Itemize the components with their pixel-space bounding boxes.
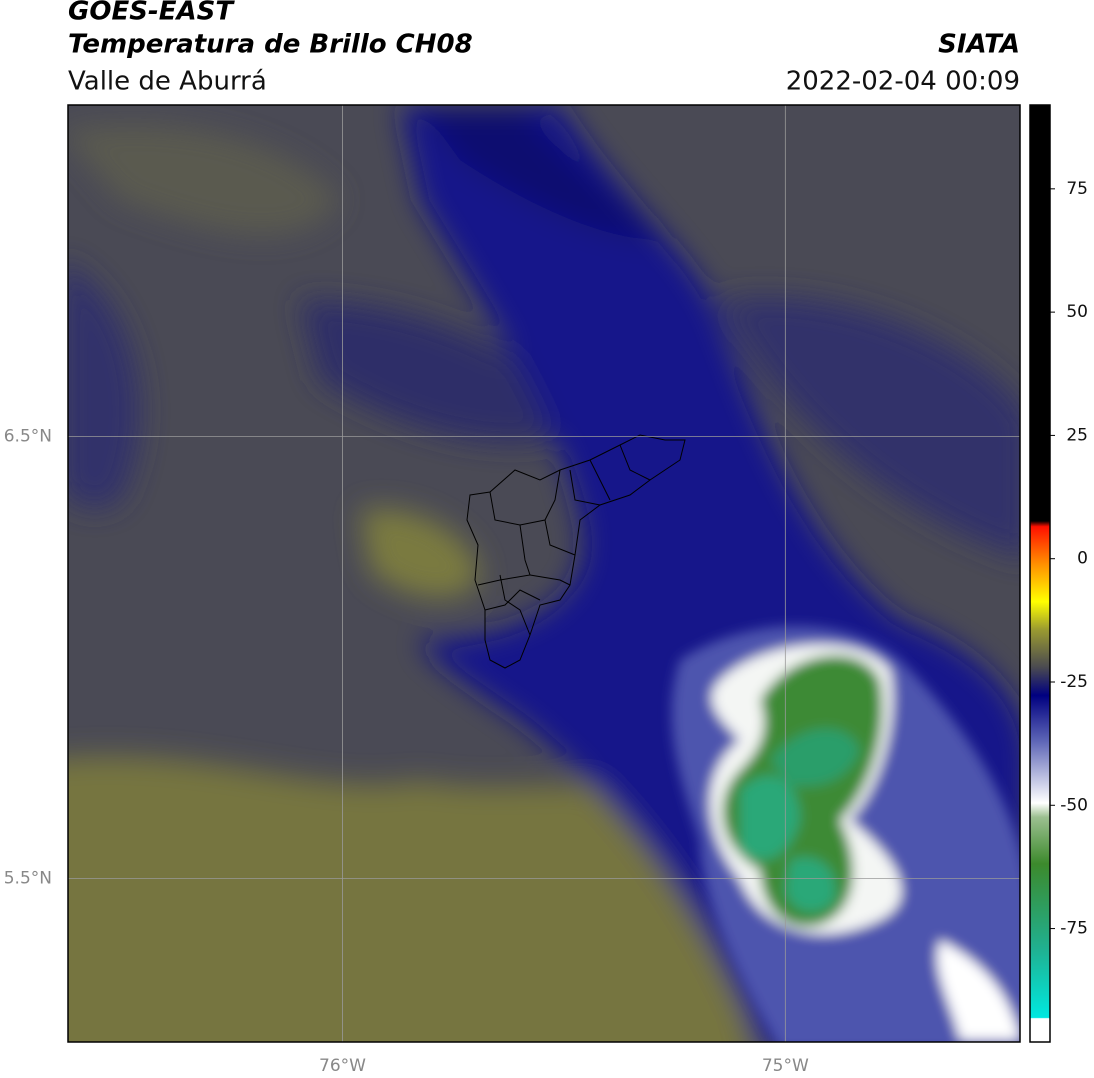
colorbar-tick-label: 50 [1066, 302, 1088, 322]
colorbar-tick-label: -50 [1060, 795, 1088, 815]
colorbar [1029, 104, 1051, 1043]
x-tick-label: 75°W [762, 1056, 809, 1076]
subtitle: Temperatura de Brillo CH08 [68, 30, 473, 60]
municipal-boundaries [466, 434, 686, 669]
datetime: 2022-02-04 00:09 [786, 67, 1020, 97]
colorbar-tick-label: -75 [1060, 919, 1088, 939]
map-frame [67, 104, 1021, 1043]
x-tick-label: 76°W [319, 1056, 366, 1076]
satellite-image [68, 105, 1020, 1042]
colorbar-tick-label: 75 [1066, 179, 1088, 199]
region: Valle de Aburrá [68, 67, 267, 97]
y-tick-label: 6.5°N [4, 426, 52, 446]
title: GOES-EAST [68, 0, 235, 27]
colorbar-tick-label: 0 [1077, 549, 1088, 569]
colorbar-tick-label: -25 [1060, 672, 1088, 692]
y-tick-label: 5.5°N [4, 868, 52, 888]
source: SIATA [938, 30, 1020, 60]
colorbar-tick-label: 25 [1066, 425, 1088, 445]
